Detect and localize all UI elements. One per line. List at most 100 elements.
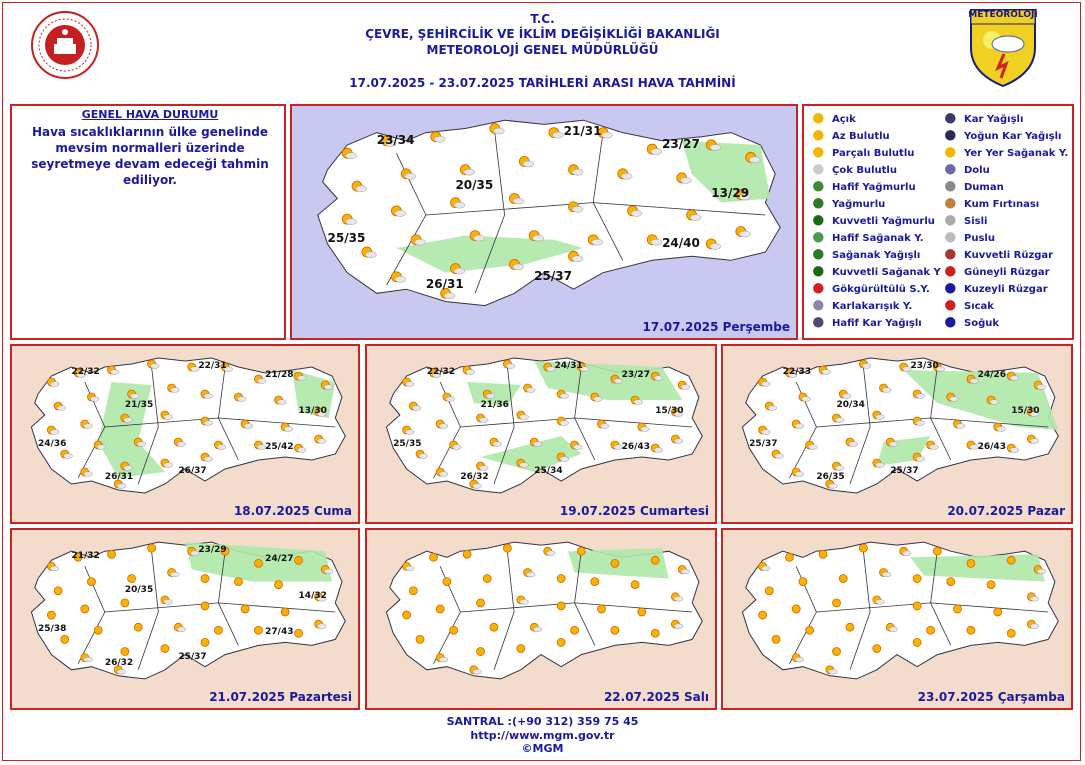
- region-border: [137, 551, 159, 670]
- partly-cloudy-icon: [986, 395, 999, 405]
- legend-label: Gökgürültülü S.Y.: [832, 284, 930, 295]
- partly-cloudy-icon: [400, 168, 416, 180]
- sun-icon: [798, 577, 808, 586]
- legend-label: Hafif Kar Yağışlı: [832, 318, 922, 329]
- sun-icon: [966, 558, 976, 568]
- partly-cloudy-icon: [825, 665, 838, 675]
- turkey-landmass: [385, 541, 703, 680]
- legend-label: Kuzeyli Rüzgar: [964, 284, 1048, 295]
- legend-label: Çok Bulutlu: [832, 165, 897, 176]
- partly-cloudy-icon: [650, 443, 664, 453]
- partly-cloudy-icon: [47, 562, 60, 572]
- sun-icon: [60, 634, 70, 644]
- legend-label: Yer Yer Sağanak Y.: [964, 148, 1069, 159]
- temperature-label: 25/42: [265, 442, 294, 452]
- sun-icon: [953, 604, 962, 614]
- legend-item: Hafif Sağanak Y.: [812, 231, 924, 247]
- region-border: [493, 551, 515, 670]
- partly-cloudy-icon: [758, 425, 771, 435]
- temperature-label: 21/28: [265, 370, 294, 380]
- partly-cloudy-icon: [1006, 371, 1020, 381]
- sun-icon: [556, 601, 566, 611]
- partly-cloudy-icon: [127, 389, 140, 399]
- partly-cloudy-icon: [597, 419, 610, 429]
- forecast-map-day-2: 18.07.2025 Cuma 22/32 22/31 21/28 21/35 13/3…: [10, 344, 360, 524]
- sun-icon: [200, 638, 210, 647]
- partly-cloudy-icon: [87, 392, 100, 402]
- partly-cloudy-icon: [113, 665, 127, 675]
- temperature-label: 26/32: [104, 657, 134, 668]
- sun-icon: [637, 607, 647, 617]
- temperature-label: 24/26: [977, 370, 1006, 380]
- sun-icon: [791, 604, 801, 614]
- partly-cloudy-icon: [872, 410, 885, 420]
- sun-icon: [610, 558, 620, 568]
- sun-icon: [986, 580, 996, 590]
- region-border: [493, 366, 515, 485]
- sun-icon: [442, 577, 452, 586]
- partly-cloudy-icon: [885, 622, 899, 632]
- partly-cloudy-icon: [442, 392, 455, 402]
- partly-cloudy-icon: [677, 565, 690, 575]
- sun-icon: [234, 577, 243, 586]
- partly-cloudy-icon: [838, 389, 852, 399]
- partly-cloudy-icon: [213, 440, 227, 450]
- smoke-icon: [944, 180, 958, 194]
- partly-cloudy-icon: [120, 413, 133, 423]
- partly-cloudy-icon: [932, 362, 946, 372]
- partly-cloudy-icon: [187, 546, 200, 556]
- partly-cloudy-icon: [556, 389, 570, 399]
- partly-cloudy-icon: [459, 164, 476, 176]
- partly-cloudy-icon: [314, 619, 327, 629]
- temperature-label: 24/31: [554, 361, 583, 371]
- legend-label: Kar Yağışlı: [964, 114, 1024, 125]
- sun-icon: [650, 628, 660, 638]
- partly-cloudy-icon: [509, 259, 525, 271]
- legend-item: Soğuk: [944, 316, 999, 332]
- sun-icon: [402, 610, 411, 620]
- sun-icon: [502, 543, 512, 553]
- partly-cloudy-icon: [220, 362, 233, 372]
- region-border: [816, 417, 1049, 428]
- sun-icon: [73, 552, 83, 562]
- sun-icon: [590, 577, 600, 586]
- legend-label: Kum Fırtınası: [964, 199, 1040, 210]
- partly-cloudy-icon: [523, 568, 536, 578]
- partly-cloudy-icon: [107, 365, 120, 375]
- partly-cloudy-icon: [872, 458, 885, 468]
- partly-cloudy-icon: [450, 197, 466, 209]
- temperature-label: 22/31: [198, 361, 227, 371]
- sun-icon: [630, 580, 640, 590]
- map-date-label: 20.07.2025 Pazar: [947, 504, 1065, 518]
- partly-cloudy-icon: [502, 359, 516, 369]
- partly-cloudy-icon: [670, 407, 684, 417]
- footer-url[interactable]: http://www.mgm.gov.tr: [470, 729, 615, 742]
- partly-cloudy-icon: [798, 392, 811, 402]
- turkey-map: [12, 530, 358, 708]
- temperature-label: 25/37: [890, 466, 919, 476]
- partly-cloudy-icon: [402, 562, 415, 572]
- hot-icon: [944, 299, 958, 313]
- partly-cloudy-icon: [650, 371, 664, 381]
- partly-cloudy-icon: [489, 437, 502, 447]
- sun-icon: [1006, 555, 1016, 565]
- region-border: [849, 551, 871, 670]
- partly-cloudy-icon: [113, 479, 127, 489]
- partly-cloudy-icon: [785, 368, 798, 378]
- sun-icon: [610, 625, 620, 635]
- region-border: [104, 417, 336, 428]
- temperature-label: 25/37: [749, 439, 778, 449]
- sun-icon: [993, 607, 1003, 617]
- cloudy-icon: [812, 163, 826, 177]
- partly-cloudy-icon: [899, 546, 912, 556]
- partly-cloudy-icon: [187, 362, 200, 372]
- map-date-label: 21.07.2025 Pazartesi: [209, 690, 352, 704]
- partly-cloudy-icon: [548, 127, 564, 139]
- strong-wind-icon: [944, 248, 958, 262]
- partly-cloudy-icon: [1026, 592, 1040, 602]
- partly-cloudy-icon: [80, 419, 93, 429]
- partly-cloudy-icon: [489, 123, 505, 135]
- partly-cloudy-icon: [528, 230, 544, 242]
- partly-cloudy-icon: [630, 395, 643, 405]
- turkey-map: [723, 530, 1071, 708]
